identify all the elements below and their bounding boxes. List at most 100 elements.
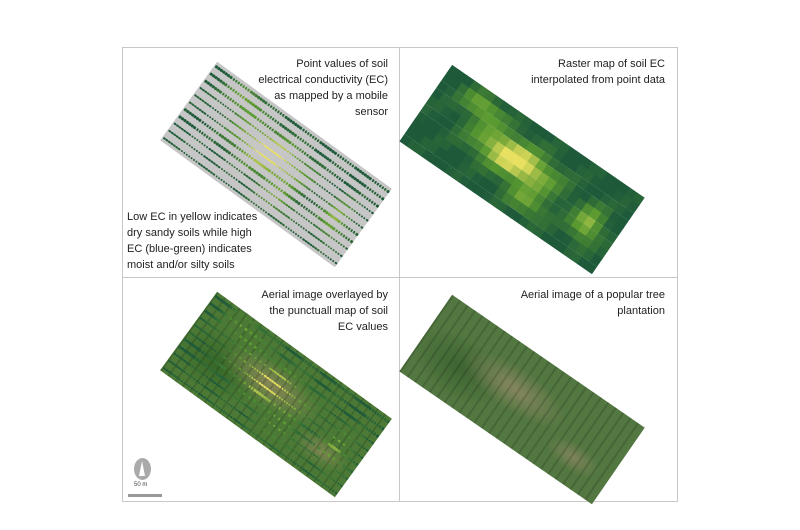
ec-point [272, 402, 277, 407]
ec-point [277, 438, 281, 443]
ec-point [292, 406, 297, 411]
ec-point [322, 449, 326, 454]
ec-point [288, 370, 293, 375]
ec-point [238, 345, 243, 349]
scale-bar [128, 494, 162, 497]
ec-point [282, 420, 287, 425]
ec-point [223, 323, 228, 328]
ec-point [278, 363, 283, 368]
ec-point [293, 385, 297, 389]
ec-point [277, 406, 282, 411]
ec-point [342, 453, 346, 457]
ec-point [344, 476, 349, 481]
ec-point [332, 435, 337, 440]
ec-point [339, 483, 343, 488]
ec-point [268, 356, 273, 360]
aerial-overlay-caption: Aerial image overlayed by the punctuall … [261, 289, 388, 333]
ec-point [298, 378, 303, 382]
ec-point [258, 359, 263, 364]
ec-point [385, 189, 390, 194]
ec-point [282, 431, 286, 436]
ec-point [223, 366, 227, 371]
ec-point [244, 316, 248, 321]
ec-point [252, 399, 257, 403]
ec-point [287, 424, 292, 429]
ec-point [229, 316, 233, 321]
ec-point [267, 399, 272, 403]
ec-point [272, 435, 276, 439]
ec-point [282, 410, 287, 414]
ec-point [322, 460, 326, 465]
divider-horizontal [122, 277, 678, 278]
ec-point [243, 381, 247, 385]
ec-point [322, 439, 327, 443]
ec-point [262, 417, 266, 421]
ec-point [257, 413, 262, 418]
ec-point [228, 370, 232, 374]
divider-vertical [399, 47, 400, 502]
ec-point [303, 403, 307, 407]
ec-point [375, 203, 380, 208]
ec-point [239, 323, 243, 328]
ec-point [238, 366, 242, 371]
ec-point [257, 402, 262, 407]
ec-point [257, 424, 261, 428]
ec-point [288, 381, 292, 386]
ec-point [239, 313, 243, 317]
ec-point [347, 435, 352, 440]
ec-point [267, 410, 272, 414]
ec-point [317, 435, 322, 439]
ec-point [233, 331, 238, 335]
ec-point [354, 232, 359, 237]
ec-point [344, 246, 349, 251]
ec-point [334, 261, 338, 265]
ec-point [337, 428, 342, 432]
ec-point [375, 433, 380, 438]
ec-point [370, 441, 374, 445]
ec-point [287, 413, 292, 418]
ec-point [263, 363, 268, 367]
ec-point [249, 331, 253, 335]
point-map-caption: Point values of soil electrical conducti… [258, 58, 388, 118]
ec-point [360, 225, 364, 229]
ec-point [242, 392, 247, 396]
ec-point [247, 395, 252, 400]
ec-point [298, 388, 302, 393]
ec-point [349, 239, 354, 244]
ec-point [277, 417, 282, 421]
ec-point [228, 359, 232, 364]
ec-point [327, 431, 332, 436]
ec-point [302, 413, 307, 418]
ec-point [237, 388, 242, 392]
ec-point [277, 428, 281, 432]
ec-point [238, 356, 242, 360]
ec-point [337, 449, 341, 454]
ec-point [252, 420, 256, 425]
scale-label: 50 m [134, 482, 148, 488]
ec-point [293, 374, 298, 378]
ec-point [334, 491, 338, 495]
ec-point [234, 320, 238, 324]
ec-point [365, 218, 369, 222]
ec-point [258, 349, 263, 353]
ec-point [327, 453, 331, 457]
ec-point [233, 341, 238, 346]
ec-point [248, 341, 253, 346]
ec-point [283, 367, 288, 371]
ec-point [380, 196, 385, 201]
ec-point [249, 320, 253, 324]
ec-legend-note: Low EC in yellow indicates dry sandy soi… [127, 211, 258, 271]
ec-point [238, 377, 242, 382]
ec-point [234, 309, 238, 314]
ec-point [248, 352, 253, 357]
ec-point [308, 406, 312, 411]
ec-point [272, 424, 276, 428]
ec-point [243, 359, 247, 364]
ec-point [232, 384, 237, 389]
ec-point [233, 363, 237, 367]
ec-point [292, 417, 297, 421]
ec-point [263, 352, 268, 357]
ec-point [385, 419, 390, 424]
ec-point [258, 338, 263, 342]
ec-point [297, 410, 302, 414]
